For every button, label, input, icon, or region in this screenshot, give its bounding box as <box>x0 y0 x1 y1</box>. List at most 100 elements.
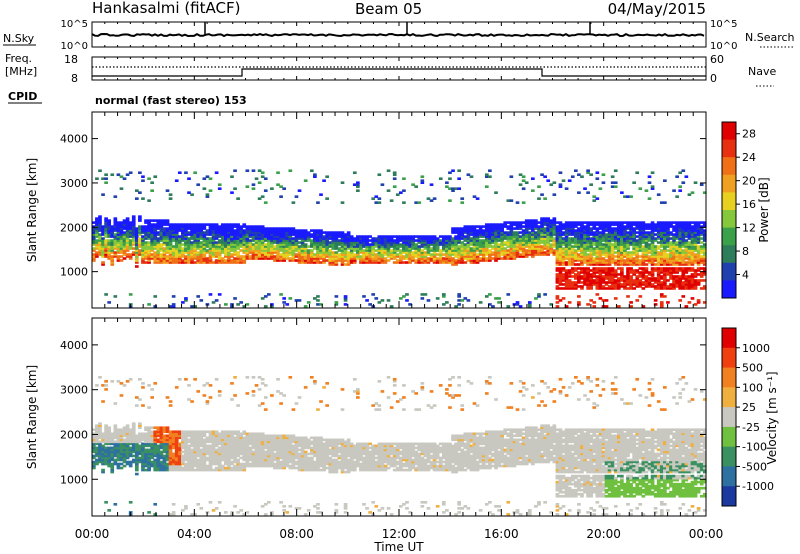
power-cell <box>291 233 296 236</box>
power-cell <box>399 235 403 238</box>
power-cell <box>113 227 118 230</box>
power-cell <box>500 237 504 240</box>
power-cell <box>184 227 188 230</box>
power-cell <box>340 263 345 266</box>
velocity-cell <box>134 396 139 399</box>
power-cell <box>558 171 563 175</box>
power-cell <box>690 191 695 194</box>
power-cell <box>316 253 320 256</box>
power-cell <box>589 229 594 232</box>
power-cell <box>171 233 176 236</box>
power-cell <box>558 249 563 252</box>
power-cell <box>334 301 339 304</box>
power-cell <box>623 235 627 238</box>
power-cell <box>171 235 176 238</box>
power-cell <box>423 239 428 242</box>
power-cell <box>270 249 274 252</box>
velocity-cell <box>147 428 151 432</box>
power-cell <box>601 263 606 266</box>
velocity-cell <box>150 444 154 448</box>
power-cell <box>577 259 581 262</box>
power-cell <box>641 245 646 248</box>
power-cell <box>564 257 569 260</box>
power-cell <box>518 235 523 238</box>
velocity-cell <box>150 452 154 456</box>
power-cell <box>144 219 148 222</box>
power-cell <box>150 227 154 230</box>
power-cell <box>395 235 400 238</box>
power-cell <box>402 295 406 298</box>
power-cell <box>481 247 486 250</box>
power-cell <box>702 251 707 254</box>
power-cell <box>678 277 683 280</box>
power-cell <box>580 257 584 260</box>
velocity-cell <box>174 442 179 446</box>
power-cell <box>567 237 572 240</box>
velocity-cell <box>122 432 127 436</box>
power-cell <box>506 245 511 248</box>
power-ylabel: Slant Range [km] <box>25 158 39 262</box>
power-cell <box>623 245 627 248</box>
power-cell <box>644 269 649 272</box>
velocity-cell <box>104 388 108 391</box>
power-cell <box>488 225 492 228</box>
power-cell <box>242 229 247 232</box>
power-cell <box>699 279 704 282</box>
power-cell <box>187 241 191 244</box>
velocity-cell <box>165 468 170 472</box>
power-cell <box>389 253 394 256</box>
power-cell <box>156 259 161 262</box>
power-cell <box>451 257 455 260</box>
power-cell <box>488 223 492 226</box>
power-cell <box>217 233 222 236</box>
power-cell <box>460 233 465 236</box>
power-cell <box>227 251 231 254</box>
power-cell <box>595 249 600 252</box>
power-cell <box>343 253 348 256</box>
power-cell <box>690 257 695 260</box>
power-cell <box>684 225 689 228</box>
power-cell <box>641 223 646 226</box>
power-cell <box>300 231 305 234</box>
power-cell <box>432 259 437 262</box>
power-cell <box>245 233 250 236</box>
power-cell <box>285 247 290 250</box>
power-cell <box>371 257 376 260</box>
velocity-cell <box>187 446 191 450</box>
power-cell <box>687 231 692 234</box>
velocity-cell <box>150 438 154 442</box>
power-cell <box>595 171 600 175</box>
power-cell <box>340 261 345 264</box>
velocity-cell <box>119 428 124 432</box>
power-cell <box>626 275 630 278</box>
power-cell <box>684 249 689 252</box>
power-cell <box>374 237 379 240</box>
velocity-cell <box>181 462 185 466</box>
power-cell <box>171 239 176 242</box>
power-cell <box>239 225 244 228</box>
power-cell <box>555 225 560 228</box>
power-cell <box>285 233 290 236</box>
power-cell <box>478 301 483 304</box>
power-cell <box>116 225 121 228</box>
power-cell <box>291 231 296 234</box>
power-cell <box>512 221 517 224</box>
power-cell <box>632 271 636 274</box>
power-cell <box>684 247 689 250</box>
power-cell <box>552 225 557 228</box>
velocity-cell <box>184 444 188 448</box>
power-cell <box>365 259 369 262</box>
power-cell <box>162 247 167 250</box>
power-cell <box>524 225 529 228</box>
power-cell <box>101 225 105 228</box>
power-cell <box>647 259 652 262</box>
velocity-cell <box>138 444 142 448</box>
velocity-cell <box>92 448 96 452</box>
power-cell <box>497 251 501 254</box>
velocity-cell <box>193 456 197 460</box>
velocity-cell <box>184 434 188 438</box>
power-cell <box>340 249 345 252</box>
power-cell <box>141 249 145 252</box>
power-cell <box>174 235 179 238</box>
velocity-cell <box>113 444 118 448</box>
